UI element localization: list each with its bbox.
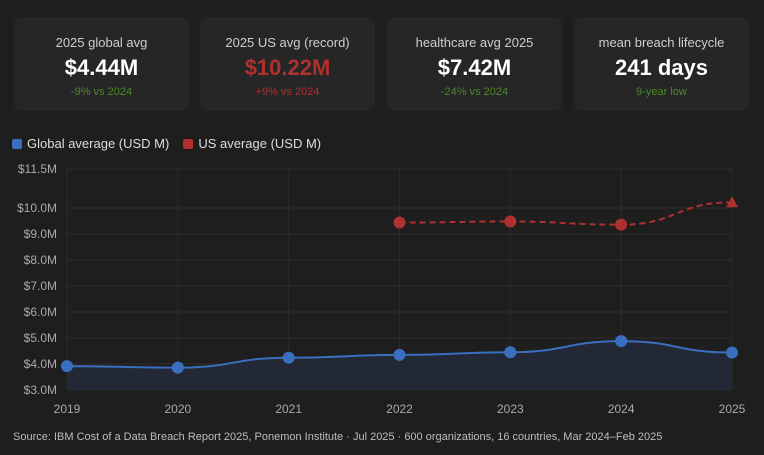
kpi-delta: +9% vs 2024 [255, 86, 320, 98]
y-tick-label: $10.0M [17, 201, 57, 215]
x-tick-label: 2021 [275, 402, 302, 416]
y-tick-label: $11.5M [18, 162, 57, 176]
y-tick-label: $4.0M [24, 357, 57, 371]
legend-swatch [12, 139, 22, 149]
y-tick-label: $3.0M [24, 383, 57, 397]
kpi-label: healthcare avg 2025 [415, 35, 534, 50]
data-point [171, 361, 184, 374]
data-point [615, 218, 628, 231]
kpi-delta: -24% vs 2024 [440, 86, 509, 98]
series-line-1 [399, 201, 733, 226]
kpi-value: 241 days [615, 55, 708, 80]
y-tick-label: $7.0M [24, 279, 57, 293]
kpi-value: $4.44M [64, 55, 139, 80]
y-tick-label: $6.0M [24, 305, 57, 319]
x-tick-label: 2023 [497, 402, 524, 416]
x-tick-label: 2019 [54, 402, 81, 416]
x-tick-label: 2024 [608, 402, 635, 416]
legend: Global average (USD M) US average (USD M… [12, 136, 321, 151]
data-point [61, 360, 73, 373]
y-tick-label: $8.0M [24, 253, 57, 267]
x-tick-label: 2022 [386, 402, 413, 416]
kpi-card: healthcare avg 2025 $7.42M -24% vs 2024 [387, 17, 562, 111]
data-point [282, 351, 295, 364]
legend-label: Global average (USD M) [27, 136, 170, 151]
kpi-value: $7.42M [437, 55, 512, 80]
data-point-triangle [726, 196, 738, 208]
kpi-label: mean breach lifecycle [598, 35, 725, 50]
legend-swatch [183, 139, 194, 149]
legend-item-global[interactable]: Global average (USD M) [12, 136, 169, 151]
kpi-card: 2025 US avg (record) $10.22M +9% vs 2024 [200, 17, 375, 111]
kpi-delta: 9-year low [636, 86, 687, 98]
y-tick-label: $5.0M [24, 331, 57, 345]
data-point [393, 216, 406, 229]
series-area [67, 341, 732, 390]
kpi-delta: -9% vs 2024 [70, 86, 133, 98]
source-note: Source: IBM Cost of a Data Breach Report… [13, 431, 663, 443]
kpi-value: $10.22M [244, 55, 331, 80]
data-point [393, 348, 406, 361]
x-tick-label: 2020 [164, 402, 191, 416]
data-point [615, 335, 628, 348]
kpi-card: 2025 global avg $4.44M -9% vs 2024 [14, 17, 189, 111]
kpi-card: mean breach lifecycle 241 days 9-year lo… [574, 17, 749, 111]
x-tick-label: 2025 [719, 402, 746, 416]
legend-label: US average (USD M) [198, 136, 322, 151]
y-tick-label: $9.0M [24, 227, 57, 241]
data-point [504, 215, 517, 228]
data-point [504, 346, 517, 359]
kpi-label: 2025 US avg (record) [225, 35, 350, 50]
data-point [726, 346, 738, 359]
legend-item-us[interactable]: US average (USD M) [183, 136, 321, 151]
kpi-label: 2025 global avg [55, 35, 148, 50]
